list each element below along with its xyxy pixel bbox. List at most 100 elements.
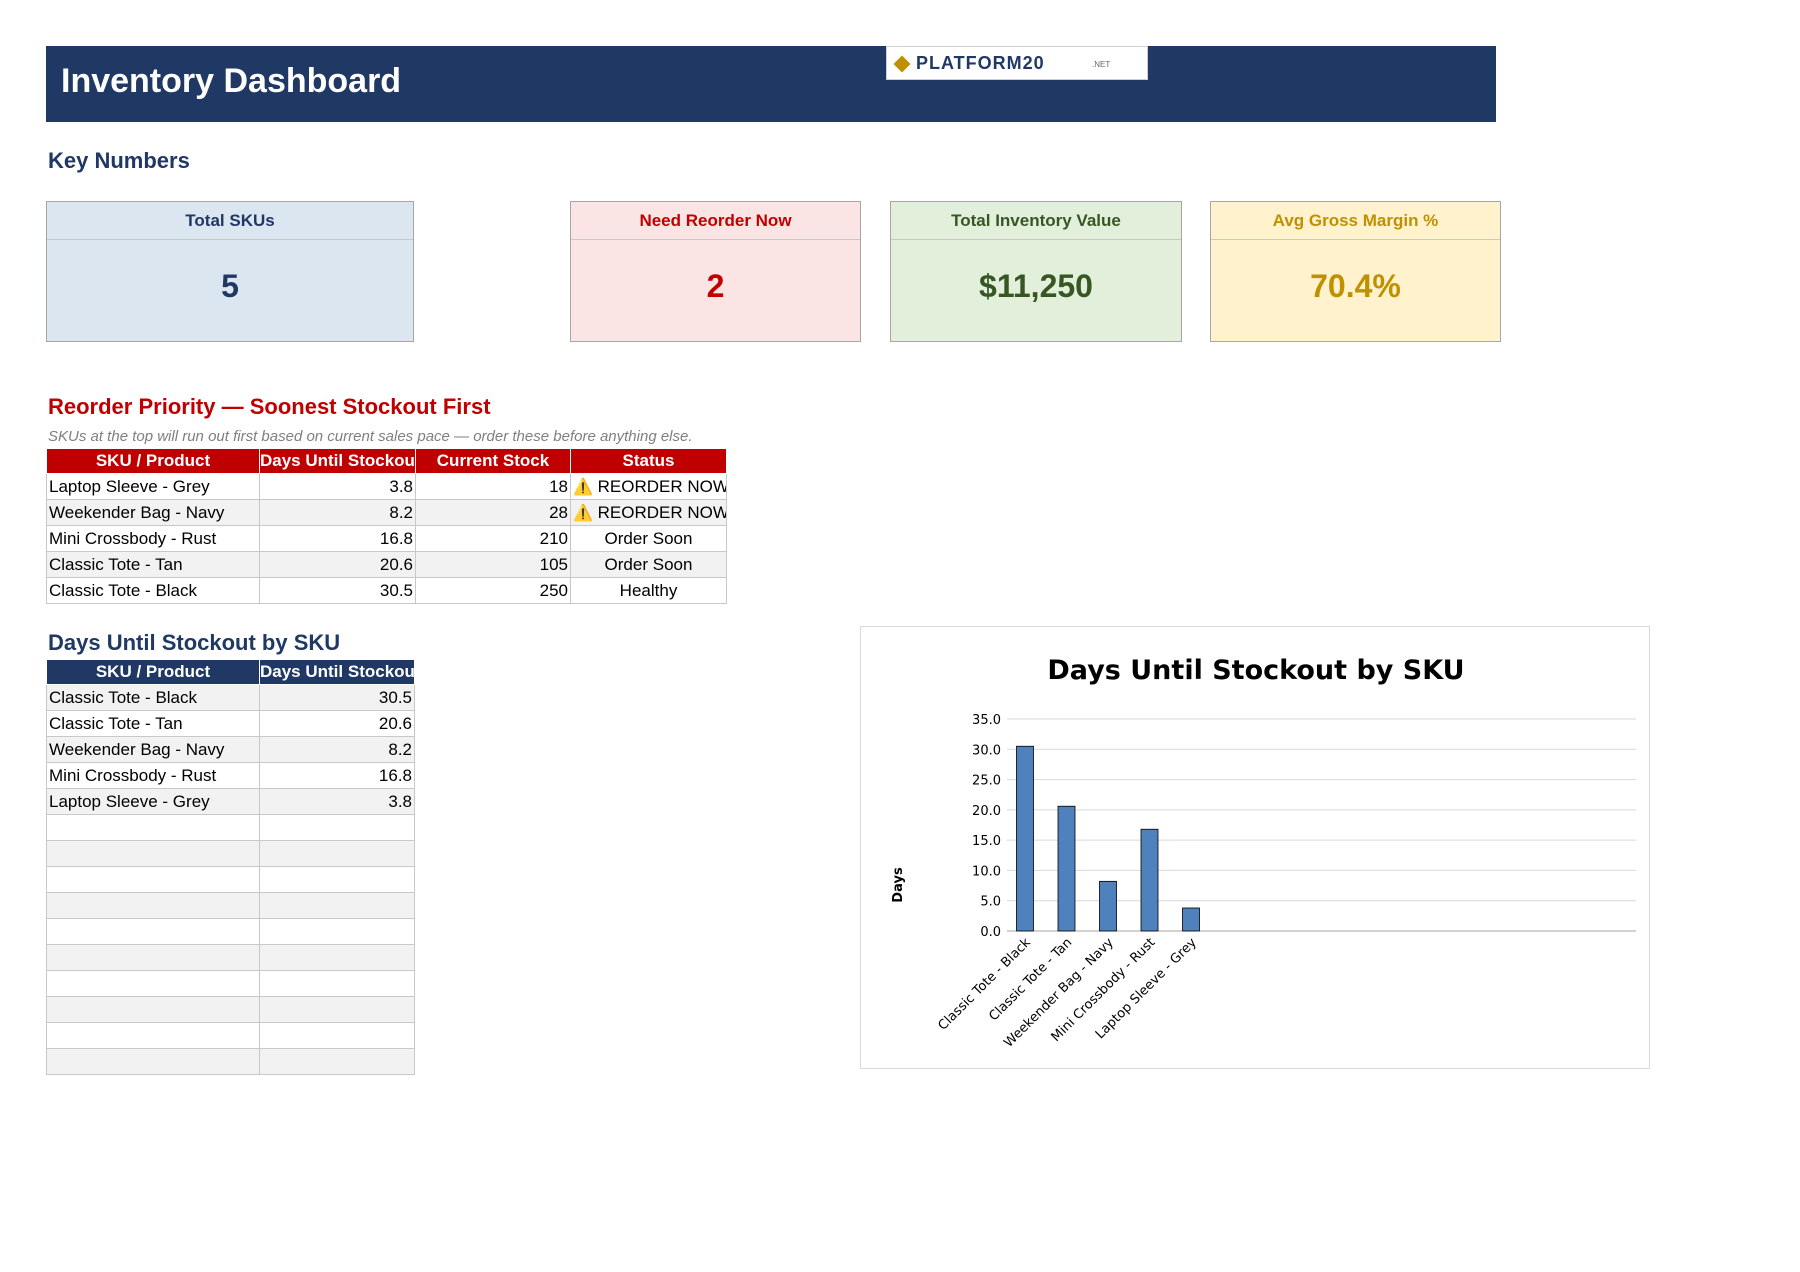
kpi-label: Avg Gross Margin %: [1211, 202, 1500, 240]
table-header-row: SKU / Product Days Until Stockout: [46, 659, 415, 685]
reorder-note: SKUs at the top will run out first based…: [48, 428, 693, 445]
table-row: Mini Crossbody - Rust 16.8: [46, 762, 415, 789]
y-tick-label: 30.0: [972, 743, 1001, 758]
table-row: Classic Tote - Black 30.5 250 Healthy: [46, 577, 727, 604]
days-cell: 3.8: [259, 473, 416, 500]
stock-cell: 250: [415, 577, 571, 604]
empty-cell: [259, 1022, 415, 1049]
y-axis-label: Days: [891, 867, 906, 903]
days-cell: 16.8: [259, 762, 415, 789]
kpi-card-inventory-value: Total Inventory Value $11,250: [890, 201, 1182, 342]
empty-row: [46, 866, 415, 893]
days-cell: 30.5: [259, 577, 416, 604]
page-title: Inventory Dashboard: [61, 62, 402, 100]
status-cell: ⚠️ REORDER NOW: [570, 473, 727, 500]
empty-cell: [46, 866, 260, 893]
kpi-card-need-reorder: Need Reorder Now 2: [570, 201, 861, 342]
sku-cell: Laptop Sleeve - Grey: [46, 788, 260, 815]
y-tick-label: 10.0: [972, 864, 1001, 879]
chart-bar[interactable]: [1140, 828, 1159, 932]
table-header-row: SKU / Product Days Until Stockout Curren…: [46, 448, 727, 474]
empty-cell: [259, 866, 415, 893]
days-cell: 20.6: [259, 551, 416, 578]
table-row: Mini Crossbody - Rust 16.8 210 Order Soo…: [46, 525, 727, 552]
sku-cell: Mini Crossbody - Rust: [46, 525, 260, 552]
reorder-priority-title: Reorder Priority — Soonest Stockout Firs…: [48, 394, 491, 419]
kpi-value: $11,250: [979, 268, 1093, 304]
sku-cell: Classic Tote - Black: [46, 684, 260, 711]
chart-bar[interactable]: [1099, 880, 1117, 932]
chart-bar[interactable]: [1182, 907, 1200, 932]
table-row: Classic Tote - Black 30.5: [46, 684, 415, 711]
table-row: Weekender Bag - Navy 8.2 28 ⚠️ REORDER N…: [46, 499, 727, 526]
chart-bar[interactable]: [1057, 805, 1076, 932]
column-header: SKU / Product: [46, 659, 260, 685]
empty-cell: [46, 892, 260, 919]
chart-title: Days Until Stockout by SKU: [1047, 655, 1464, 686]
status-text: REORDER NOW: [597, 476, 727, 496]
empty-row: [46, 918, 415, 945]
status-cell: Order Soon: [570, 551, 727, 578]
empty-cell: [259, 970, 415, 997]
table-row: Laptop Sleeve - Grey 3.8 18 ⚠️ REORDER N…: [46, 473, 727, 500]
status-cell: Healthy: [570, 577, 727, 604]
kpi-label: Total SKUs: [47, 202, 413, 240]
logo-suffix: .NET: [1092, 60, 1111, 69]
days-cell: 8.2: [259, 499, 416, 526]
kpi-label: Need Reorder Now: [571, 202, 860, 240]
empty-row: [46, 892, 415, 919]
column-header: Status: [570, 448, 727, 474]
chart-bar[interactable]: [1016, 745, 1034, 932]
empty-cell: [46, 840, 260, 867]
empty-cell: [259, 944, 415, 971]
days-cell: 30.5: [259, 684, 415, 711]
dashboard-header: Inventory Dashboard PLATFORM20 .NET: [46, 46, 1496, 122]
sku-cell: Classic Tote - Black: [46, 577, 260, 604]
logo-diamond-icon: [893, 55, 911, 73]
empty-cell: [46, 996, 260, 1023]
status-text: REORDER NOW: [597, 502, 727, 522]
days-cell: 20.6: [259, 710, 415, 737]
chart-bars: [1016, 745, 1200, 932]
empty-row: [46, 996, 415, 1023]
warning-icon: ⚠️: [573, 478, 593, 496]
empty-cell: [46, 918, 260, 945]
stock-cell: 210: [415, 525, 571, 552]
kpi-value: 70.4%: [1310, 268, 1401, 304]
column-header: Days Until Stockout: [259, 448, 416, 474]
column-header: Days Until Stockout: [259, 659, 415, 685]
empty-cell: [46, 944, 260, 971]
logo-text: PLATFORM20: [916, 53, 1045, 73]
empty-cell: [259, 840, 415, 867]
empty-row: [46, 814, 415, 841]
platform-logo: PLATFORM20 .NET: [886, 46, 1148, 80]
stock-cell: 105: [415, 551, 571, 578]
y-tick-label: 35.0: [972, 713, 1001, 728]
empty-cell: [259, 996, 415, 1023]
sku-cell: Weekender Bag - Navy: [46, 736, 260, 763]
kpi-card-gross-margin: Avg Gross Margin % 70.4%: [1210, 201, 1501, 342]
days-cell: 3.8: [259, 788, 415, 815]
stockout-bar-chart[interactable]: Days Until Stockout by SKU Days 0.0 5.0 10…: [860, 626, 1650, 1069]
y-tick-label: 5.0: [980, 895, 1001, 910]
sku-cell: Classic Tote - Tan: [46, 551, 260, 578]
sku-cell: Mini Crossbody - Rust: [46, 762, 260, 789]
stock-cell: 18: [415, 473, 571, 500]
chart-canvas: Days Until Stockout by SKU Days 0.0 5.0 10…: [891, 655, 1636, 1051]
empty-row: [46, 1022, 415, 1049]
empty-cell: [259, 918, 415, 945]
column-header: SKU / Product: [46, 448, 260, 474]
table-row: Classic Tote - Tan 20.6 105 Order Soon: [46, 551, 727, 578]
y-tick-label: 15.0: [972, 834, 1001, 849]
y-tick-label: 0.0: [980, 925, 1001, 940]
table-row: Weekender Bag - Navy 8.2: [46, 736, 415, 763]
table-row: Laptop Sleeve - Grey 3.8: [46, 788, 415, 815]
y-tick-label: 20.0: [972, 804, 1001, 819]
empty-cell: [259, 814, 415, 841]
warning-icon: ⚠️: [573, 504, 593, 522]
empty-cell: [46, 1048, 260, 1075]
empty-cell: [46, 1022, 260, 1049]
days-cell: 8.2: [259, 736, 415, 763]
empty-cell: [259, 1048, 415, 1075]
